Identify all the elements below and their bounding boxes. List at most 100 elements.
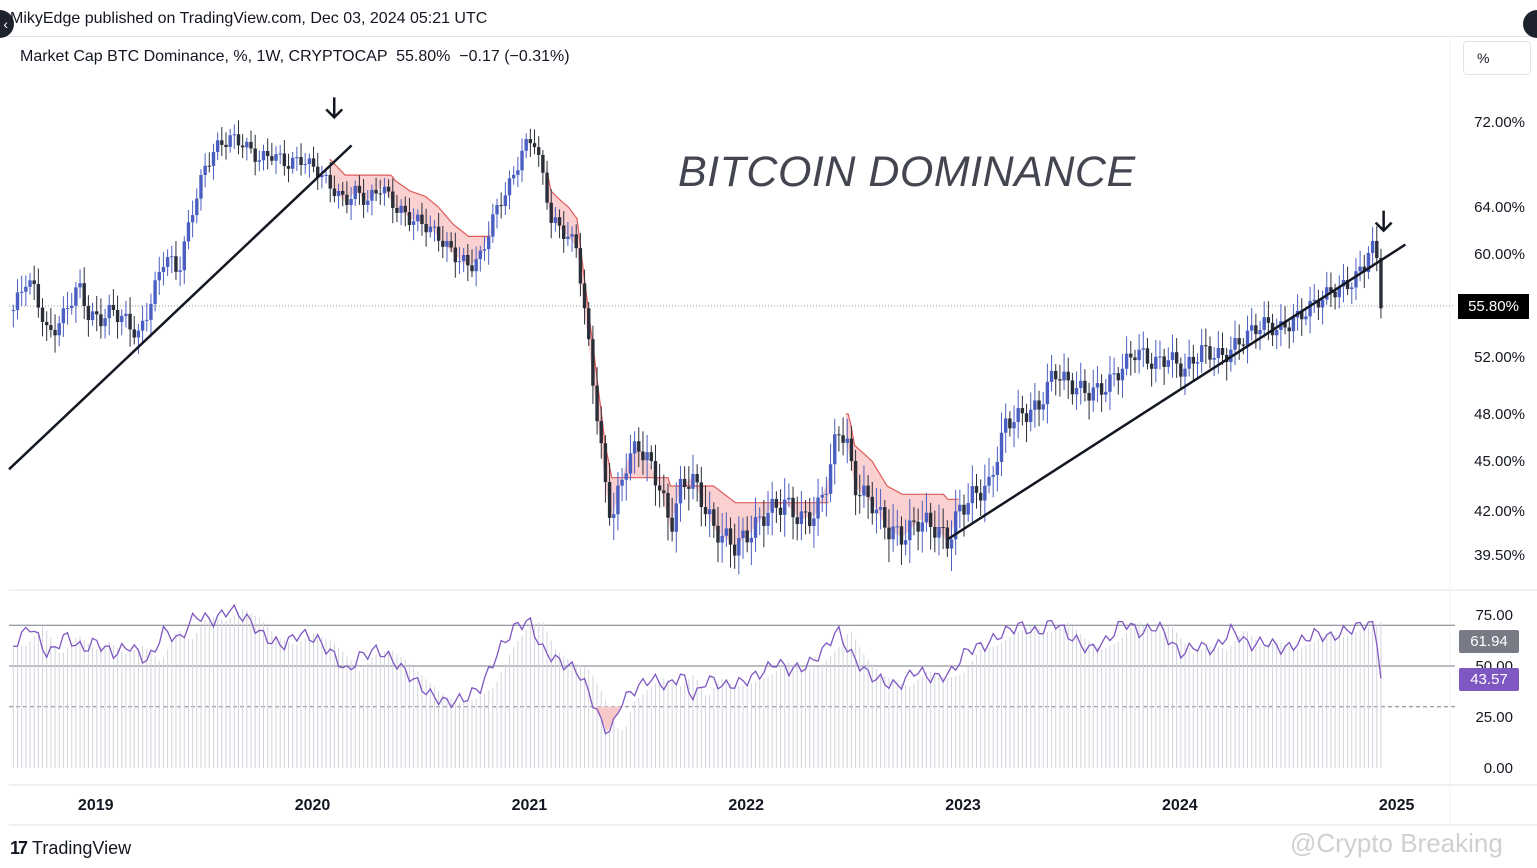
candle-body	[232, 134, 237, 136]
candle-body	[149, 303, 153, 320]
candle-body	[541, 154, 545, 173]
candle-body	[1308, 301, 1312, 317]
candle-body	[537, 147, 541, 155]
candle-body	[253, 148, 257, 162]
candle-body	[1300, 310, 1304, 320]
candle-body	[620, 479, 624, 486]
candle-body	[662, 490, 666, 494]
candle-body	[687, 487, 691, 489]
back-arrow-icon[interactable]: ‹	[0, 10, 14, 38]
candle-body	[1316, 299, 1321, 308]
candle-body	[1320, 299, 1325, 308]
candle-body	[908, 520, 912, 541]
candle-body	[1183, 368, 1187, 377]
candle-body	[195, 198, 199, 216]
candle-body	[136, 330, 141, 338]
candle-body	[436, 226, 441, 241]
candle-body	[720, 535, 724, 543]
forward-arrow-icon[interactable]	[1523, 10, 1537, 38]
candle-body	[1187, 356, 1191, 369]
candle-body	[845, 438, 849, 443]
trendline-2[interactable]	[947, 243, 1406, 541]
candle-body	[958, 504, 962, 512]
candle-body	[111, 304, 116, 310]
candle-body	[103, 318, 107, 327]
candle-body	[44, 321, 49, 326]
candle-body	[812, 518, 816, 527]
candle-body	[1108, 374, 1112, 392]
candle-body	[186, 222, 191, 242]
candle-body	[741, 530, 745, 538]
candle-body	[115, 309, 120, 323]
candle-body	[1104, 391, 1108, 395]
candle-body	[1058, 379, 1062, 381]
rsi-ma-value-tag: 61.94	[1459, 630, 1519, 653]
candle-body	[637, 441, 641, 452]
tradingview-logo-icon: 17	[10, 838, 28, 858]
candle-body	[549, 202, 553, 223]
candle-body	[499, 205, 503, 207]
price-tick-label: 42.00%	[1474, 503, 1525, 520]
candle-body	[666, 493, 670, 518]
candle-body	[545, 172, 549, 203]
candle-body	[19, 291, 24, 293]
watermark: @Crypto Breaking	[1290, 828, 1503, 858]
candle-body	[1116, 373, 1120, 381]
tradingview-logo[interactable]: 17 TradingView	[10, 838, 131, 859]
candle-body	[228, 135, 232, 147]
candle-body	[370, 189, 374, 201]
candle-body	[553, 217, 558, 223]
candle-body	[324, 174, 328, 176]
candle-body	[753, 517, 758, 538]
supertrend-fill-2	[845, 414, 959, 543]
candle-body	[461, 254, 466, 262]
time-tick-label: 2019	[78, 797, 114, 814]
candle-body	[528, 139, 533, 144]
candle-body	[1204, 345, 1208, 347]
candle-body	[991, 474, 995, 477]
candle-body	[995, 461, 1000, 475]
candle-body	[1375, 240, 1379, 259]
candle-body	[211, 152, 216, 166]
candle-body	[374, 189, 378, 194]
rsi-tick-label: 75.00	[1475, 607, 1513, 624]
candle-body	[1275, 330, 1279, 336]
down-arrow-icon-1	[325, 97, 344, 120]
candle-body	[428, 226, 432, 233]
candle-body	[61, 308, 66, 324]
candle-body	[445, 241, 449, 247]
candle-body	[361, 192, 366, 205]
candle-body	[745, 530, 749, 543]
candle-body	[1379, 258, 1383, 309]
candle-body	[999, 432, 1004, 462]
candle-body	[466, 254, 470, 266]
candle-body	[595, 385, 599, 422]
candle-body	[366, 200, 370, 205]
rsi-oversold-fill	[594, 706, 621, 732]
candle-body	[132, 329, 136, 338]
candle-body	[670, 517, 674, 532]
candle-body	[316, 166, 320, 178]
candle-body	[78, 283, 82, 288]
candle-body	[1020, 408, 1025, 414]
trendline-1[interactable]	[8, 144, 353, 471]
percent-scale-button[interactable]: %	[1463, 41, 1531, 75]
candle-body	[562, 225, 566, 240]
candle-body	[707, 509, 712, 515]
candle-body	[1212, 358, 1216, 360]
candle-body	[345, 194, 349, 205]
candle-body	[1016, 408, 1020, 423]
candle-body	[470, 265, 474, 272]
candle-body	[1120, 368, 1125, 381]
candle-body	[820, 494, 824, 498]
candle-body	[566, 236, 570, 240]
candle-body	[190, 215, 195, 223]
candle-body	[395, 207, 399, 213]
candle-body	[28, 280, 32, 287]
candle-body	[616, 485, 620, 515]
candle-body	[770, 498, 774, 513]
candle-body	[749, 537, 754, 543]
candle-body	[757, 516, 762, 518]
candle-body	[883, 507, 887, 528]
